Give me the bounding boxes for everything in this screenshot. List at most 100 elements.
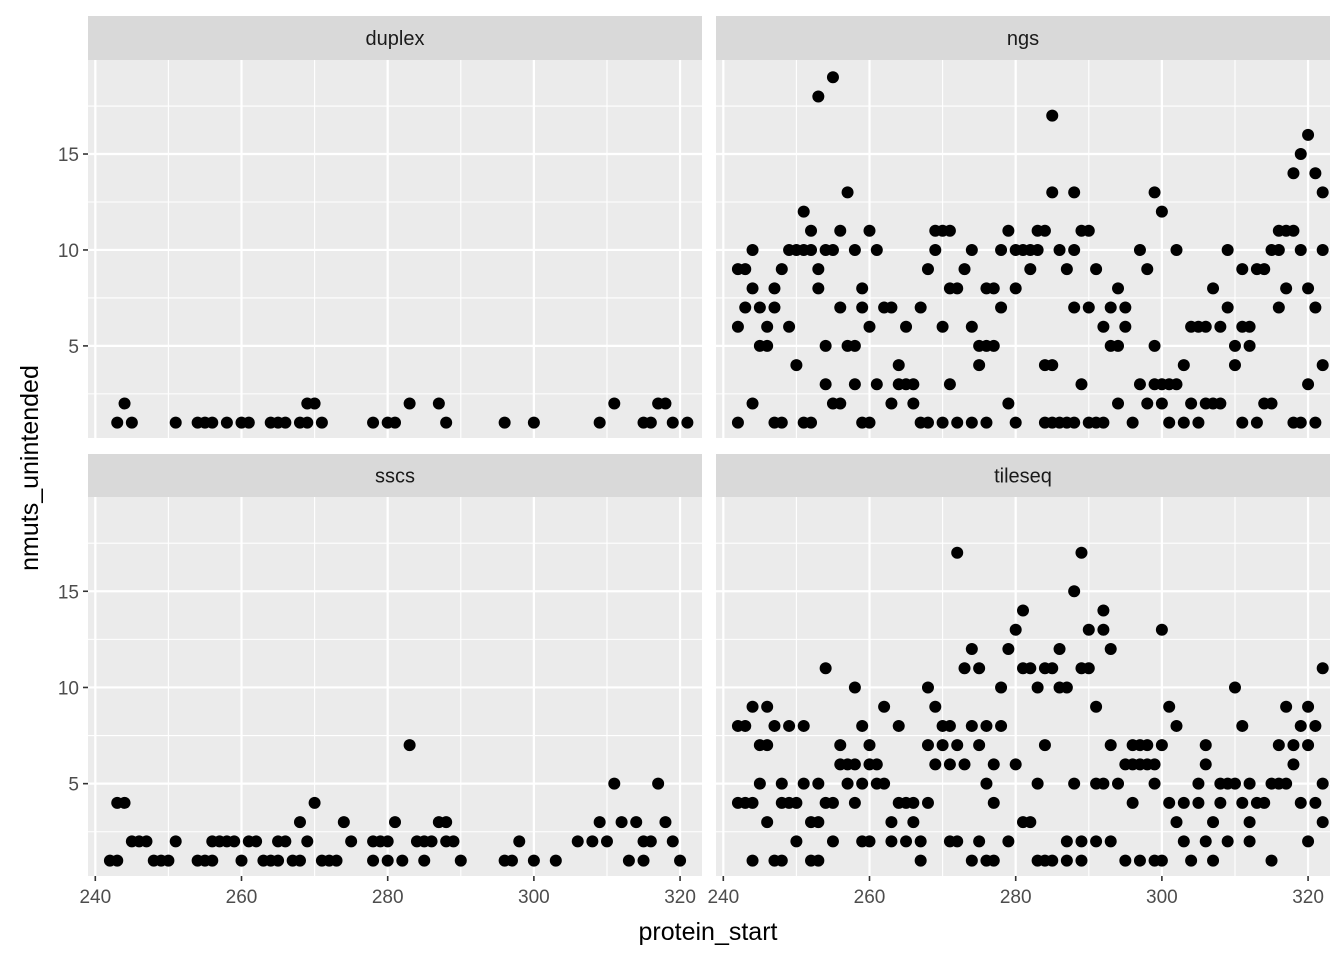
data-point	[1104, 642, 1117, 655]
data-point	[1294, 796, 1307, 809]
data-point	[921, 739, 934, 752]
data-point	[987, 796, 1000, 809]
data-point	[527, 854, 540, 867]
data-point	[739, 263, 752, 276]
data-point	[907, 816, 920, 829]
data-point	[1243, 835, 1256, 848]
data-point	[819, 662, 832, 675]
data-point	[1060, 681, 1073, 694]
data-point	[943, 758, 956, 771]
data-point	[1090, 835, 1103, 848]
data-point	[987, 854, 1000, 867]
x-tick-label: 300	[1146, 887, 1178, 908]
data-point	[1148, 758, 1161, 771]
data-point	[1309, 167, 1322, 180]
data-point	[885, 835, 898, 848]
data-point	[987, 339, 1000, 352]
data-point	[1075, 546, 1088, 559]
data-point	[615, 816, 628, 829]
data-point	[1046, 186, 1059, 199]
data-point	[1038, 224, 1051, 237]
data-point	[608, 777, 621, 790]
data-point	[1207, 854, 1220, 867]
data-point	[1163, 700, 1176, 713]
data-point	[454, 854, 467, 867]
data-point	[301, 416, 314, 429]
data-point	[812, 282, 825, 295]
data-point	[571, 835, 584, 848]
data-point	[1155, 205, 1168, 218]
data-point	[1258, 263, 1271, 276]
data-point	[1097, 623, 1110, 636]
data-point	[513, 835, 526, 848]
data-point	[863, 224, 876, 237]
data-point	[1316, 777, 1329, 790]
data-point	[1287, 739, 1300, 752]
data-point	[834, 739, 847, 752]
data-point	[1068, 186, 1081, 199]
data-point	[1046, 359, 1059, 372]
data-point	[206, 854, 219, 867]
data-point	[505, 854, 518, 867]
data-point	[863, 739, 876, 752]
data-point	[1104, 301, 1117, 314]
data-point	[1287, 758, 1300, 771]
data-point	[943, 224, 956, 237]
data-point	[389, 416, 401, 429]
data-point	[1148, 186, 1161, 199]
data-point	[1280, 777, 1293, 790]
data-point	[337, 816, 350, 829]
data-point	[995, 719, 1008, 732]
data-point	[768, 719, 781, 732]
facet-panel-ngs: ngs	[716, 16, 1330, 438]
data-point	[1265, 854, 1278, 867]
data-point	[914, 854, 927, 867]
data-point	[848, 339, 861, 352]
data-point	[1068, 301, 1081, 314]
data-point	[812, 854, 825, 867]
data-point	[403, 739, 416, 752]
x-tick-label: 320	[664, 887, 696, 908]
data-point	[1119, 854, 1132, 867]
data-point	[1060, 835, 1073, 848]
data-point	[907, 378, 920, 391]
data-point	[1309, 301, 1322, 314]
data-point	[870, 758, 883, 771]
data-point	[921, 416, 934, 429]
data-point	[1097, 777, 1110, 790]
data-point	[1177, 796, 1190, 809]
data-point	[279, 416, 292, 429]
data-point	[1199, 320, 1212, 333]
facet-strip-label: ngs	[1007, 28, 1039, 50]
facet-strip	[716, 16, 1330, 60]
data-point	[870, 243, 883, 256]
data-point	[630, 816, 643, 829]
data-point	[1214, 397, 1227, 410]
points-tileseq	[731, 546, 1329, 867]
data-point	[921, 681, 934, 694]
data-point	[169, 835, 182, 848]
x-tick-label: 320	[1292, 887, 1324, 908]
x-tick-label: 240	[79, 887, 111, 908]
data-point	[1009, 282, 1022, 295]
data-point	[826, 71, 839, 84]
data-point	[1075, 378, 1088, 391]
x-tick-label: 260	[226, 887, 258, 908]
data-point	[1243, 777, 1256, 790]
data-point	[1104, 835, 1117, 848]
data-point	[308, 796, 321, 809]
data-point	[1133, 854, 1146, 867]
data-point	[1207, 282, 1220, 295]
data-point	[659, 816, 672, 829]
data-point	[805, 416, 818, 429]
data-point	[447, 835, 460, 848]
data-point	[440, 416, 453, 429]
data-point	[1236, 416, 1249, 429]
data-point	[279, 835, 292, 848]
data-point	[1082, 301, 1095, 314]
data-point	[987, 282, 1000, 295]
data-point	[140, 835, 153, 848]
data-point	[1002, 642, 1015, 655]
data-point	[812, 263, 825, 276]
facet-panel-sscs: sscs	[88, 454, 702, 876]
